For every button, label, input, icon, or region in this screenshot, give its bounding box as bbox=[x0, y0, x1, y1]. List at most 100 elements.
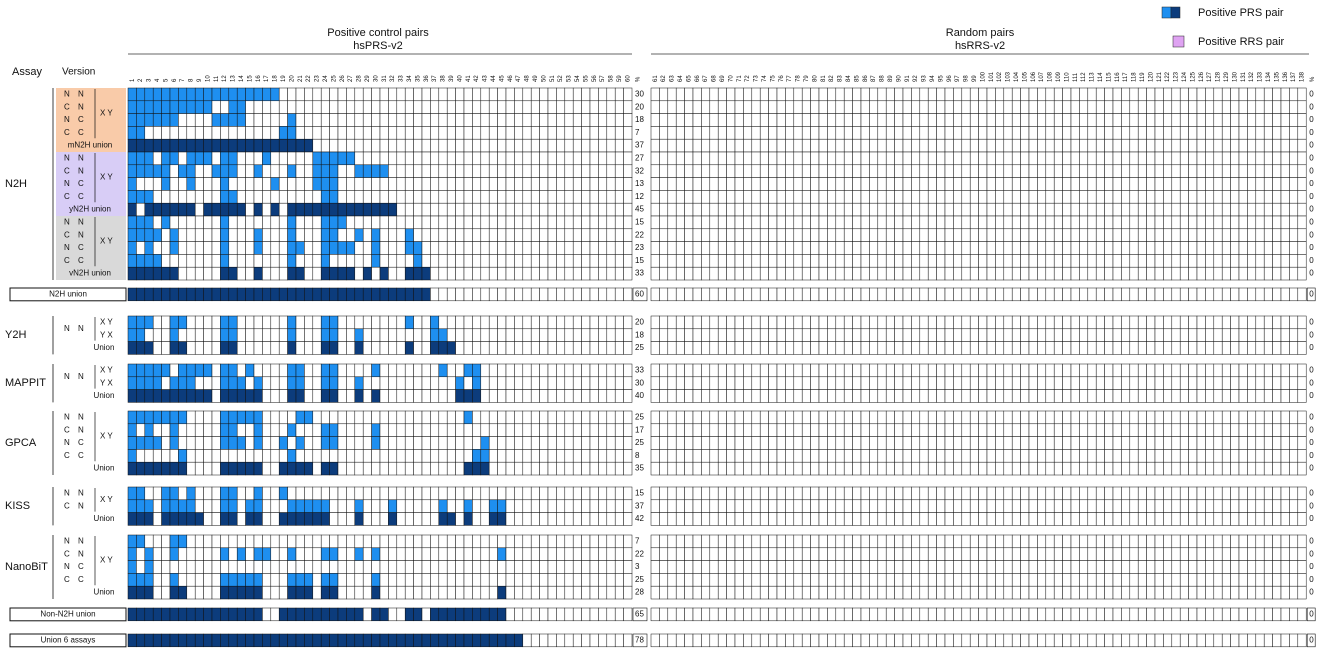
empty-cell bbox=[1205, 461, 1215, 476]
positive-cell bbox=[354, 328, 364, 342]
empty-cell bbox=[1272, 190, 1282, 204]
empty-cell bbox=[295, 126, 305, 140]
empty-cell bbox=[953, 341, 963, 355]
empty-cell bbox=[556, 126, 566, 140]
empty-cell bbox=[547, 499, 557, 513]
empty-cell bbox=[371, 113, 381, 127]
empty-cell bbox=[650, 202, 660, 217]
positive-cell bbox=[144, 151, 154, 166]
empty-cell bbox=[1171, 328, 1181, 342]
empty-cell bbox=[1137, 228, 1147, 242]
empty-cell bbox=[1289, 202, 1299, 217]
empty-cell bbox=[446, 547, 456, 561]
empty-cell bbox=[404, 423, 414, 437]
empty-cell bbox=[1053, 410, 1063, 425]
empty-cell bbox=[1238, 126, 1248, 140]
empty-cell bbox=[354, 241, 364, 255]
empty-cell bbox=[1289, 547, 1299, 561]
empty-cell bbox=[885, 363, 895, 378]
positive-cell bbox=[236, 573, 246, 587]
empty-cell bbox=[776, 486, 786, 501]
empty-cell bbox=[869, 177, 879, 191]
empty-cell bbox=[312, 341, 322, 355]
empty-cell bbox=[768, 87, 778, 102]
empty-cell bbox=[1196, 486, 1206, 501]
empty-cell bbox=[161, 436, 171, 450]
empty-cell bbox=[1146, 228, 1156, 242]
positive-cell bbox=[203, 138, 213, 153]
empty-cell bbox=[1263, 512, 1273, 526]
empty-cell bbox=[936, 410, 946, 425]
empty-cell bbox=[995, 376, 1005, 390]
empty-cell bbox=[1062, 449, 1072, 463]
empty-cell bbox=[1070, 363, 1080, 378]
empty-cell bbox=[734, 315, 744, 330]
empty-cell bbox=[1154, 573, 1164, 587]
empty-cell bbox=[236, 512, 246, 526]
empty-cell bbox=[396, 410, 406, 425]
empty-cell bbox=[1280, 254, 1290, 268]
rrs-percent: 0 bbox=[1309, 425, 1314, 434]
version-tag: C bbox=[78, 256, 84, 265]
empty-cell bbox=[472, 126, 482, 140]
empty-cell bbox=[692, 449, 702, 463]
empty-cell bbox=[692, 499, 702, 513]
empty-cell bbox=[684, 328, 694, 342]
empty-cell bbox=[835, 254, 845, 268]
empty-cell bbox=[379, 113, 389, 127]
positive-cell bbox=[472, 461, 482, 476]
empty-cell bbox=[793, 512, 803, 526]
empty-cell bbox=[1221, 389, 1231, 403]
empty-cell bbox=[1112, 499, 1122, 513]
positive-cell bbox=[186, 151, 196, 166]
empty-cell bbox=[581, 228, 591, 242]
positive-cell bbox=[228, 113, 238, 127]
empty-cell bbox=[717, 423, 727, 437]
empty-cell bbox=[1079, 573, 1089, 587]
empty-cell bbox=[430, 436, 440, 450]
empty-cell bbox=[743, 287, 753, 302]
empty-cell bbox=[337, 389, 347, 403]
empty-cell bbox=[751, 164, 761, 178]
empty-cell bbox=[843, 423, 853, 437]
empty-cell bbox=[1171, 389, 1181, 403]
empty-cell bbox=[203, 423, 213, 437]
empty-cell bbox=[1028, 126, 1038, 140]
empty-cell bbox=[295, 315, 305, 330]
empty-cell bbox=[1020, 202, 1030, 217]
empty-cell bbox=[1087, 100, 1097, 114]
empty-cell bbox=[734, 138, 744, 153]
empty-cell bbox=[421, 215, 431, 230]
empty-cell bbox=[667, 547, 677, 561]
empty-cell bbox=[953, 164, 963, 178]
empty-cell bbox=[852, 376, 862, 390]
empty-cell bbox=[743, 113, 753, 127]
empty-cell bbox=[827, 100, 837, 114]
empty-cell bbox=[692, 254, 702, 268]
empty-cell bbox=[709, 138, 719, 153]
empty-cell bbox=[220, 560, 230, 574]
empty-cell bbox=[1011, 287, 1021, 302]
summary-box bbox=[9, 287, 127, 302]
empty-cell bbox=[759, 436, 769, 450]
empty-cell bbox=[944, 287, 954, 302]
empty-cell bbox=[1037, 177, 1047, 191]
empty-cell bbox=[421, 512, 431, 526]
empty-cell bbox=[1087, 449, 1097, 463]
empty-cell bbox=[785, 151, 795, 166]
pair-label: 109 bbox=[1056, 71, 1062, 82]
empty-cell bbox=[1280, 241, 1290, 255]
empty-cell bbox=[1146, 410, 1156, 425]
empty-cell bbox=[304, 87, 314, 102]
empty-cell bbox=[312, 266, 322, 281]
empty-cell bbox=[1129, 461, 1139, 476]
empty-cell bbox=[995, 512, 1005, 526]
empty-cell bbox=[743, 436, 753, 450]
empty-cell bbox=[514, 389, 524, 403]
empty-cell bbox=[438, 126, 448, 140]
pair-label: 99 bbox=[972, 75, 978, 82]
positive-cell bbox=[320, 376, 330, 390]
positive-cell bbox=[337, 151, 347, 166]
empty-cell bbox=[572, 126, 582, 140]
positive-cell bbox=[253, 389, 263, 403]
